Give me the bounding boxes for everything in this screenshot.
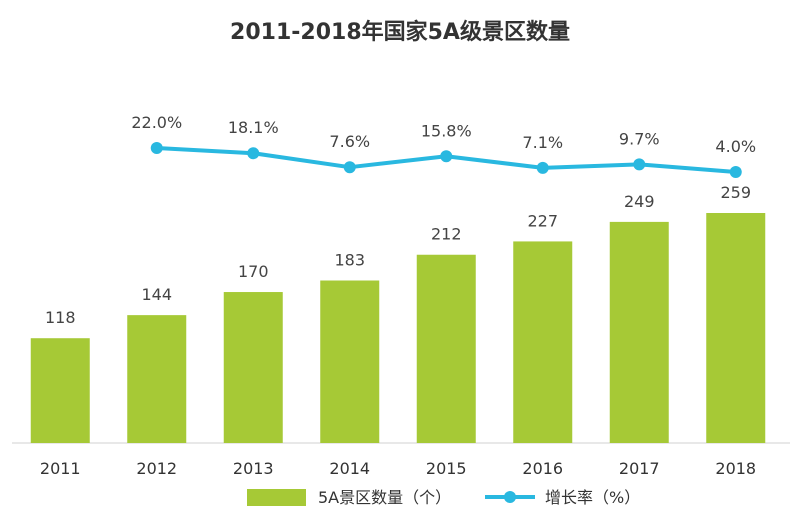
growth-rate-label-2014: 7.6% — [329, 132, 370, 151]
growth-rate-point-2014 — [343, 161, 356, 174]
legend-line-label: 增长率（%） — [545, 488, 640, 507]
x-tick-2018: 2018 — [715, 459, 756, 478]
growth-rate-point-2015 — [440, 150, 453, 163]
legend-bar-label: 5A景区数量（个） — [318, 488, 451, 507]
bars-layer: 118 144 170 183 212 227 249 259 — [30, 183, 766, 443]
x-tick-2013: 2013 — [233, 459, 274, 478]
legend: 5A景区数量（个） 增长率（%） — [247, 488, 640, 507]
x-tick-2012: 2012 — [136, 459, 177, 478]
line-layer: 22.0% 18.1% 7.6% 15.8% 7.1% 9.7% 4.0% — [131, 113, 756, 178]
bar-value-label-2016: 227 — [527, 211, 558, 230]
legend-line-marker — [504, 491, 516, 503]
x-tick-2016: 2016 — [522, 459, 563, 478]
bar-2018 — [706, 213, 766, 443]
bar-value-label-2014: 183 — [334, 250, 365, 269]
growth-rate-point-2016 — [536, 161, 549, 174]
x-tick-2014: 2014 — [329, 459, 370, 478]
growth-rate-label-2012: 22.0% — [131, 113, 182, 132]
bar-value-label-2013: 170 — [238, 262, 269, 281]
chart-title: 2011-2018年国家5A级景区数量 — [230, 20, 570, 45]
bar-2012 — [127, 315, 187, 443]
x-tick-2015: 2015 — [426, 459, 467, 478]
x-tick-labels: 2011 2012 2013 2014 2015 2016 2017 2018 — [40, 459, 756, 478]
growth-rate-label-2015: 15.8% — [421, 121, 472, 140]
bar-2014 — [320, 280, 380, 443]
bar-value-label-2018: 259 — [720, 183, 751, 202]
bar-2017 — [609, 221, 669, 443]
bar-2013 — [223, 292, 283, 443]
growth-rate-label-2017: 9.7% — [619, 129, 660, 148]
bar-2015 — [416, 254, 476, 443]
bar-2011 — [30, 338, 90, 443]
bar-value-label-2011: 118 — [45, 308, 76, 327]
bar-value-label-2017: 249 — [624, 192, 655, 211]
growth-rate-label-2013: 18.1% — [228, 118, 279, 137]
bar-2016 — [513, 241, 573, 443]
legend-bar-swatch — [247, 489, 306, 506]
growth-rate-label-2016: 7.1% — [522, 133, 563, 152]
growth-rate-point-2012 — [150, 142, 163, 154]
growth-rate-label-2018: 4.0% — [715, 137, 756, 156]
bar-value-label-2015: 212 — [431, 225, 462, 244]
x-tick-2011: 2011 — [40, 459, 81, 478]
growth-rate-point-2013 — [247, 147, 260, 160]
growth-rate-point-2018 — [729, 166, 742, 178]
growth-rate-point-2017 — [633, 158, 646, 171]
x-tick-2017: 2017 — [619, 459, 660, 478]
bar-value-label-2012: 144 — [141, 285, 172, 304]
